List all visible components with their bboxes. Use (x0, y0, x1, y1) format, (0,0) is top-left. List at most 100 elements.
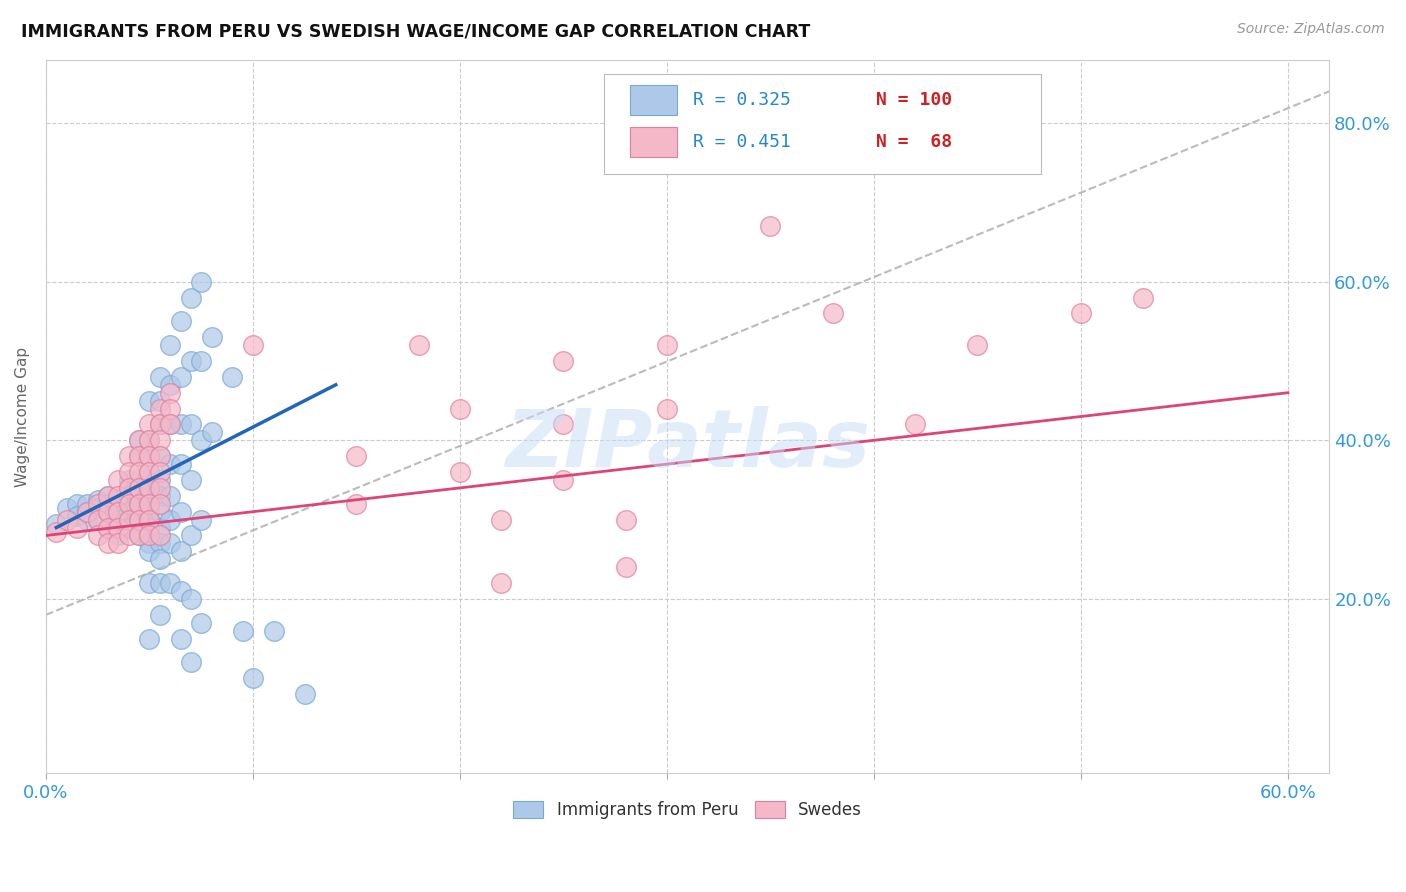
Point (97, 505, 120, 519)
Point (346, 497, 368, 511)
Point (138, 417, 160, 432)
Point (159, 417, 181, 432)
Point (138, 449, 160, 463)
Point (87, 513, 110, 527)
Text: R = 0.325: R = 0.325 (693, 91, 790, 110)
Point (97, 489, 120, 503)
Point (149, 576, 172, 591)
Point (553, 354, 575, 368)
Point (118, 520, 141, 534)
Point (138, 434, 160, 448)
Point (180, 656, 202, 670)
Point (107, 520, 129, 534)
Point (169, 417, 191, 432)
Point (128, 513, 150, 527)
Point (159, 576, 181, 591)
Point (242, 671, 264, 685)
Point (87, 528, 110, 542)
FancyBboxPatch shape (630, 86, 678, 115)
Point (118, 465, 141, 479)
Point (149, 393, 172, 408)
Point (128, 449, 150, 463)
Point (149, 607, 172, 622)
Point (159, 536, 181, 550)
Point (180, 473, 202, 487)
Point (655, 401, 678, 416)
Point (97, 520, 120, 534)
Point (97, 536, 120, 550)
Point (159, 513, 181, 527)
Point (159, 489, 181, 503)
Point (1070, 306, 1092, 320)
Point (107, 492, 129, 507)
Point (169, 314, 191, 328)
Point (169, 505, 191, 519)
Point (107, 528, 129, 542)
Point (138, 497, 160, 511)
Point (221, 369, 243, 384)
Point (232, 624, 254, 638)
Point (491, 576, 513, 591)
Point (128, 481, 150, 495)
Point (128, 520, 150, 534)
Point (655, 338, 678, 352)
Point (149, 401, 172, 416)
Point (138, 520, 160, 534)
Point (149, 417, 172, 432)
Text: IMMIGRANTS FROM PERU VS SWEDISH WAGE/INCOME GAP CORRELATION CHART: IMMIGRANTS FROM PERU VS SWEDISH WAGE/INC… (21, 22, 810, 40)
Point (149, 489, 172, 503)
Point (149, 528, 172, 542)
Point (138, 513, 160, 527)
Point (87, 492, 110, 507)
Point (107, 497, 129, 511)
Point (128, 497, 150, 511)
Text: N = 100: N = 100 (876, 91, 952, 110)
Point (149, 434, 172, 448)
Point (76, 497, 98, 511)
Point (128, 489, 150, 503)
Point (87, 500, 110, 515)
FancyBboxPatch shape (605, 74, 1040, 174)
Point (190, 615, 212, 630)
Point (138, 544, 160, 558)
Point (449, 401, 471, 416)
Point (904, 417, 927, 432)
Point (491, 513, 513, 527)
Point (169, 584, 191, 599)
Point (138, 505, 160, 519)
FancyBboxPatch shape (630, 127, 678, 157)
Point (190, 354, 212, 368)
Point (107, 513, 129, 527)
Point (149, 369, 172, 384)
Point (118, 528, 141, 542)
Point (149, 505, 172, 519)
Text: ZIPatlas: ZIPatlas (505, 406, 870, 484)
Point (66, 508, 89, 523)
Point (138, 434, 160, 448)
Point (149, 552, 172, 566)
Point (138, 481, 160, 495)
Point (180, 591, 202, 606)
Point (966, 338, 988, 352)
Point (138, 497, 160, 511)
Point (759, 219, 782, 234)
Point (118, 497, 141, 511)
Point (149, 473, 172, 487)
Point (159, 338, 181, 352)
Point (149, 465, 172, 479)
Point (118, 481, 141, 495)
Point (107, 473, 129, 487)
Point (149, 536, 172, 550)
Point (169, 632, 191, 646)
Point (128, 528, 150, 542)
Point (138, 632, 160, 646)
Point (190, 513, 212, 527)
Point (263, 624, 285, 638)
Point (149, 449, 172, 463)
Point (97, 505, 120, 519)
Point (107, 505, 129, 519)
Point (346, 449, 368, 463)
Point (76, 505, 98, 519)
Point (138, 481, 160, 495)
Point (138, 465, 160, 479)
